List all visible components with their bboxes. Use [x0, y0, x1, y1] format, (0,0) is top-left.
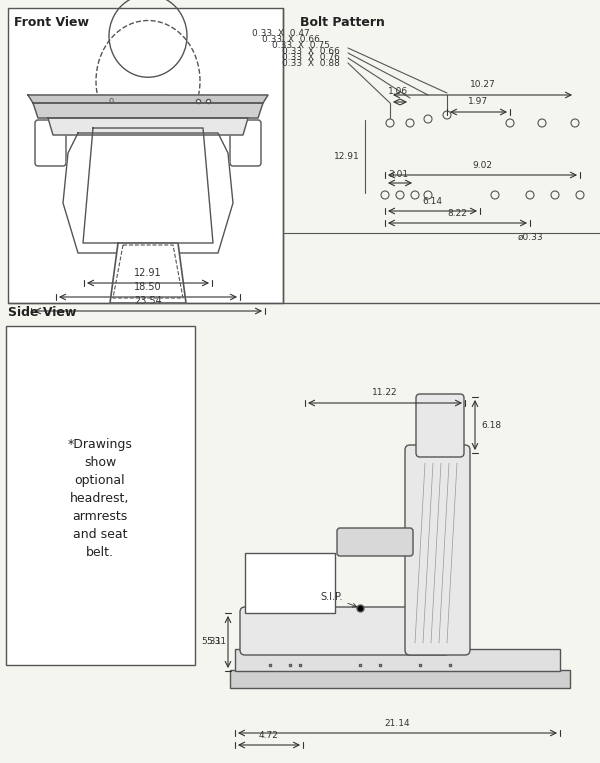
- Text: 0.33  X  0.76: 0.33 X 0.76: [282, 53, 340, 62]
- Text: 9.02: 9.02: [472, 161, 493, 170]
- Text: 0.33  X  0.88: 0.33 X 0.88: [282, 59, 340, 67]
- Polygon shape: [33, 103, 263, 118]
- Polygon shape: [48, 118, 248, 135]
- Text: 11.22: 11.22: [372, 388, 398, 397]
- FancyBboxPatch shape: [416, 394, 464, 457]
- Text: 12.91: 12.91: [334, 152, 360, 161]
- FancyBboxPatch shape: [6, 326, 195, 665]
- Text: 0.33  X  0.75: 0.33 X 0.75: [272, 40, 330, 50]
- Polygon shape: [63, 133, 233, 253]
- Text: 18.50: 18.50: [134, 282, 162, 292]
- FancyBboxPatch shape: [337, 528, 413, 556]
- Text: 5.31: 5.31: [201, 638, 221, 646]
- Text: o: o: [109, 95, 113, 105]
- Bar: [8, 8, 283, 303]
- Bar: [130, 95, 166, 105]
- Text: 4.72: 4.72: [259, 731, 279, 740]
- Text: S.I.P.: S.I.P.: [320, 592, 356, 607]
- Text: 0.33  X  0.47: 0.33 X 0.47: [252, 28, 310, 37]
- Text: 23.54: 23.54: [134, 296, 162, 306]
- Text: 8.22: 8.22: [448, 209, 467, 218]
- Polygon shape: [28, 95, 268, 103]
- Text: ø0.33: ø0.33: [517, 233, 543, 242]
- Text: 21.14: 21.14: [385, 719, 410, 728]
- Text: Side View: Side View: [8, 306, 76, 319]
- FancyBboxPatch shape: [35, 120, 66, 166]
- Bar: [230, 670, 570, 688]
- FancyBboxPatch shape: [230, 120, 261, 166]
- Text: 10.27: 10.27: [470, 80, 496, 89]
- Polygon shape: [110, 243, 186, 303]
- FancyBboxPatch shape: [240, 607, 450, 655]
- Bar: [103, 97, 118, 105]
- Text: 6.18: 6.18: [481, 420, 501, 430]
- Text: 1.97: 1.97: [469, 97, 488, 106]
- Text: 0.33  X  0.66: 0.33 X 0.66: [262, 34, 320, 43]
- Text: 0.33  X  0.66: 0.33 X 0.66: [282, 47, 340, 56]
- Text: 6.14: 6.14: [422, 197, 442, 206]
- Text: 12.91: 12.91: [134, 268, 162, 278]
- Text: *Drawings
show
optional
headrest,
armrests
and seat
belt.: *Drawings show optional headrest, armres…: [68, 437, 133, 559]
- Text: 1.06: 1.06: [388, 87, 408, 96]
- Text: 5.31: 5.31: [206, 638, 226, 646]
- Text: Front View: Front View: [14, 16, 89, 29]
- Bar: [245, 553, 335, 613]
- Bar: [235, 649, 560, 671]
- Text: 3.01: 3.01: [388, 170, 408, 179]
- FancyBboxPatch shape: [405, 445, 470, 655]
- Text: Bolt Pattern: Bolt Pattern: [300, 16, 385, 29]
- Polygon shape: [83, 128, 213, 243]
